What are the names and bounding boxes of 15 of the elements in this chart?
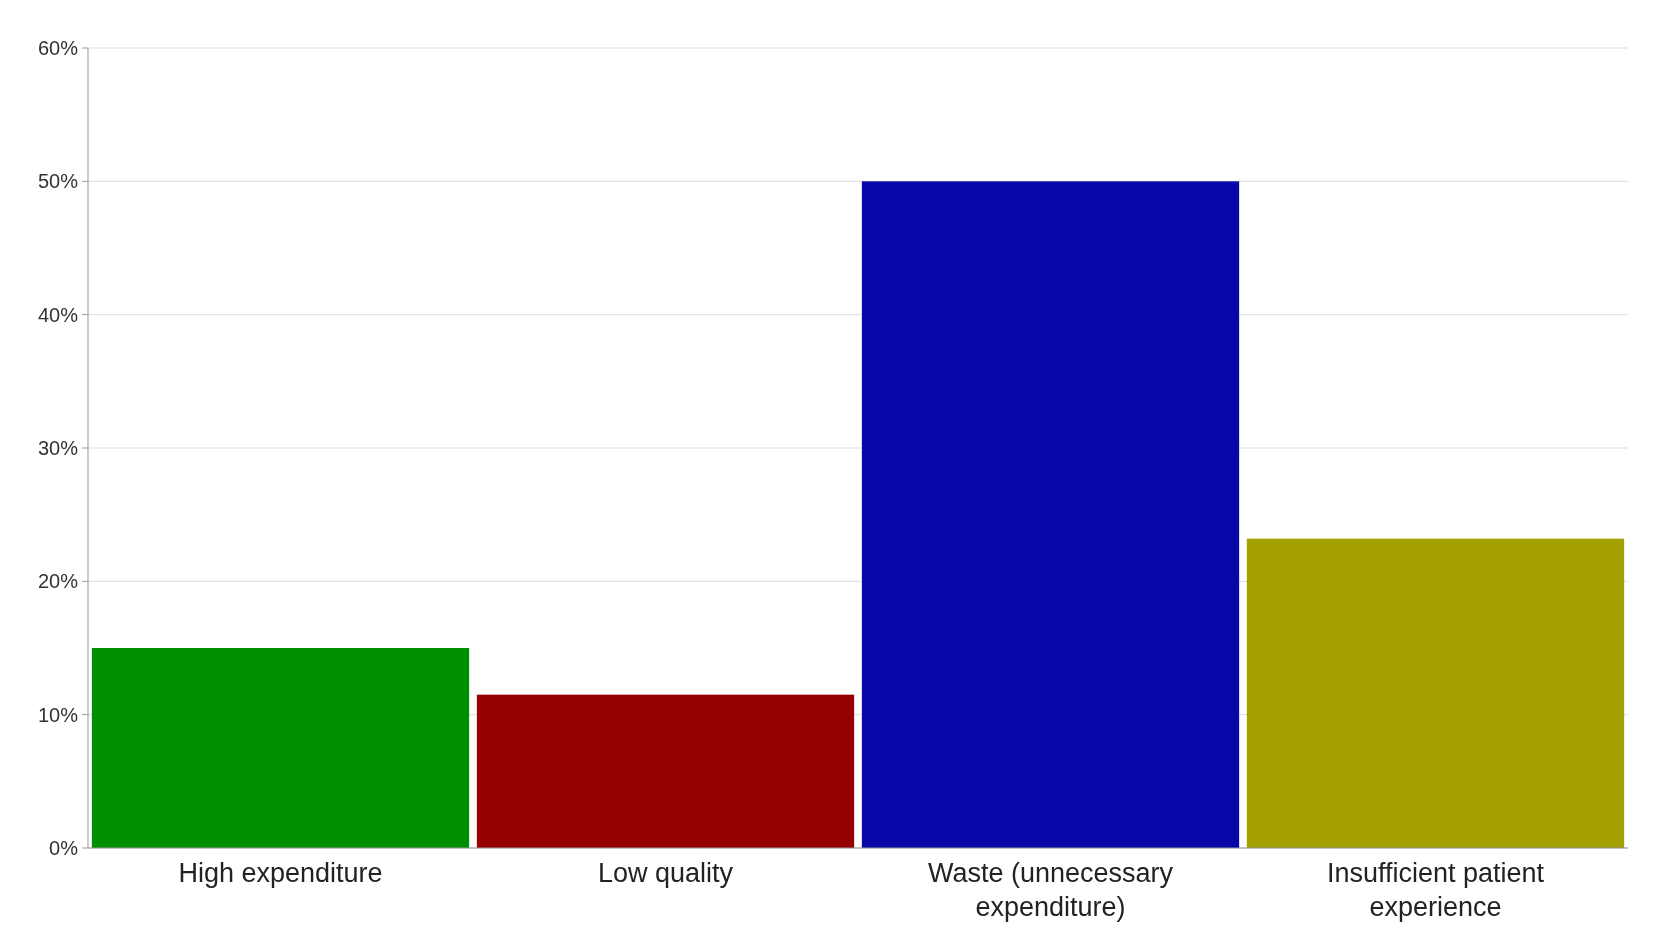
bar [1246, 538, 1625, 848]
y-tick-label: 60% [37, 37, 79, 59]
y-tick-label: 40% [37, 303, 79, 326]
bar [91, 648, 470, 848]
x-tick-label: Insufficient patient experience [1326, 858, 1545, 922]
y-tick-label: 10% [37, 703, 79, 726]
bar [476, 694, 855, 848]
x-tick-label: High expenditure [178, 858, 383, 888]
x-tick-label: Low quality [597, 858, 734, 888]
bar [861, 181, 1240, 848]
x-tick-label: Waste (unnecessary expenditure) [927, 858, 1174, 922]
y-tick-label: 0% [49, 837, 79, 859]
y-tick-label: 30% [37, 437, 79, 459]
y-tick-label: 20% [37, 570, 79, 593]
y-tick-label: 50% [37, 170, 79, 193]
